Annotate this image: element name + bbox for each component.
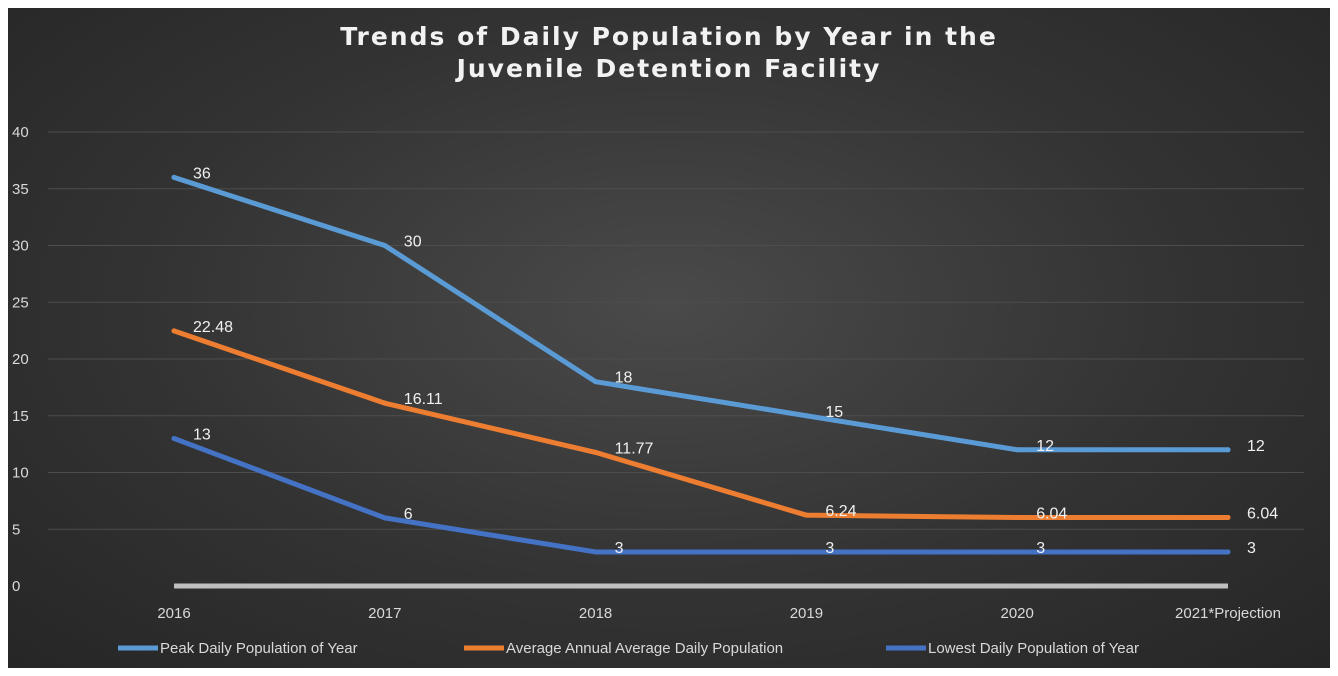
- data-label: 15: [825, 404, 843, 421]
- data-point: [593, 549, 599, 555]
- data-point: [1014, 549, 1020, 555]
- data-point: [382, 515, 388, 521]
- data-label: 11.77: [615, 440, 654, 457]
- data-label: 3: [1247, 540, 1256, 557]
- x-tick-label: 2019: [790, 605, 823, 622]
- data-point: [1225, 514, 1231, 520]
- data-label: 6.04: [1247, 505, 1278, 522]
- chart-title-line-1: Trends of Daily Population by Year in th…: [340, 22, 998, 51]
- data-point: [382, 243, 388, 248]
- data-label: 13: [193, 426, 211, 443]
- y-tick-label: 40: [12, 124, 29, 141]
- series-line-2: [171, 328, 1231, 520]
- x-tick-label: 2020: [1001, 605, 1034, 622]
- data-label: 18: [615, 370, 633, 387]
- data-label: 16.11: [404, 391, 443, 408]
- legend-label-1: Peak Daily Population of Year: [160, 640, 358, 657]
- x-tick-label: 2018: [579, 605, 612, 622]
- data-point: [171, 328, 177, 334]
- line-chart: 0 5 10 15 20 25 30 35 40 2016 2017 2018 2019 2020 2021…: [12, 124, 1304, 657]
- data-point: [1014, 447, 1020, 453]
- y-tick-label: 5: [12, 521, 20, 538]
- series-line-1: [171, 174, 1231, 453]
- y-tick-label: 35: [12, 181, 29, 198]
- data-label: 22.48: [193, 319, 233, 336]
- data-label: 30: [404, 234, 422, 251]
- data-point: [382, 400, 388, 406]
- data-point: [803, 512, 809, 518]
- data-point: [171, 435, 177, 441]
- y-tick-label: 0: [12, 578, 20, 595]
- data-point: [803, 549, 809, 555]
- x-tick-label: 2021*Projection: [1175, 605, 1281, 622]
- data-point: [803, 413, 809, 419]
- chart-frame: Trends of Daily Population by Year in th…: [8, 8, 1330, 668]
- legend-label-3: Lowest Daily Population of Year: [928, 640, 1139, 657]
- data-label: 6.24: [825, 503, 856, 520]
- data-label: 3: [825, 540, 834, 557]
- data-point: [1014, 514, 1020, 520]
- x-tick-label: 2016: [157, 605, 190, 622]
- data-point: [1225, 447, 1231, 453]
- y-tick-label: 25: [12, 294, 29, 311]
- y-tick-label: 15: [12, 408, 29, 425]
- data-point: [171, 174, 177, 180]
- y-tick-label: 30: [12, 238, 29, 255]
- data-label: 12: [1036, 438, 1054, 455]
- data-label: 36: [193, 165, 211, 182]
- data-point: [593, 379, 599, 385]
- data-point: [593, 449, 599, 455]
- data-label: 3: [615, 540, 624, 557]
- legend-label-2: Average Annual Average Daily Population: [506, 640, 783, 657]
- data-label: 3: [1036, 540, 1045, 557]
- data-label: 6.04: [1036, 505, 1067, 522]
- y-tick-label: 10: [12, 465, 29, 482]
- y-tick-label: 20: [12, 351, 29, 368]
- x-tick-label: 2017: [368, 605, 401, 622]
- chart-title-line-2: Juvenile Detention Facility: [456, 54, 882, 83]
- data-label: 12: [1247, 438, 1265, 455]
- series-line-3: [171, 435, 1231, 555]
- data-label: 6: [404, 506, 413, 523]
- data-point: [1225, 549, 1231, 555]
